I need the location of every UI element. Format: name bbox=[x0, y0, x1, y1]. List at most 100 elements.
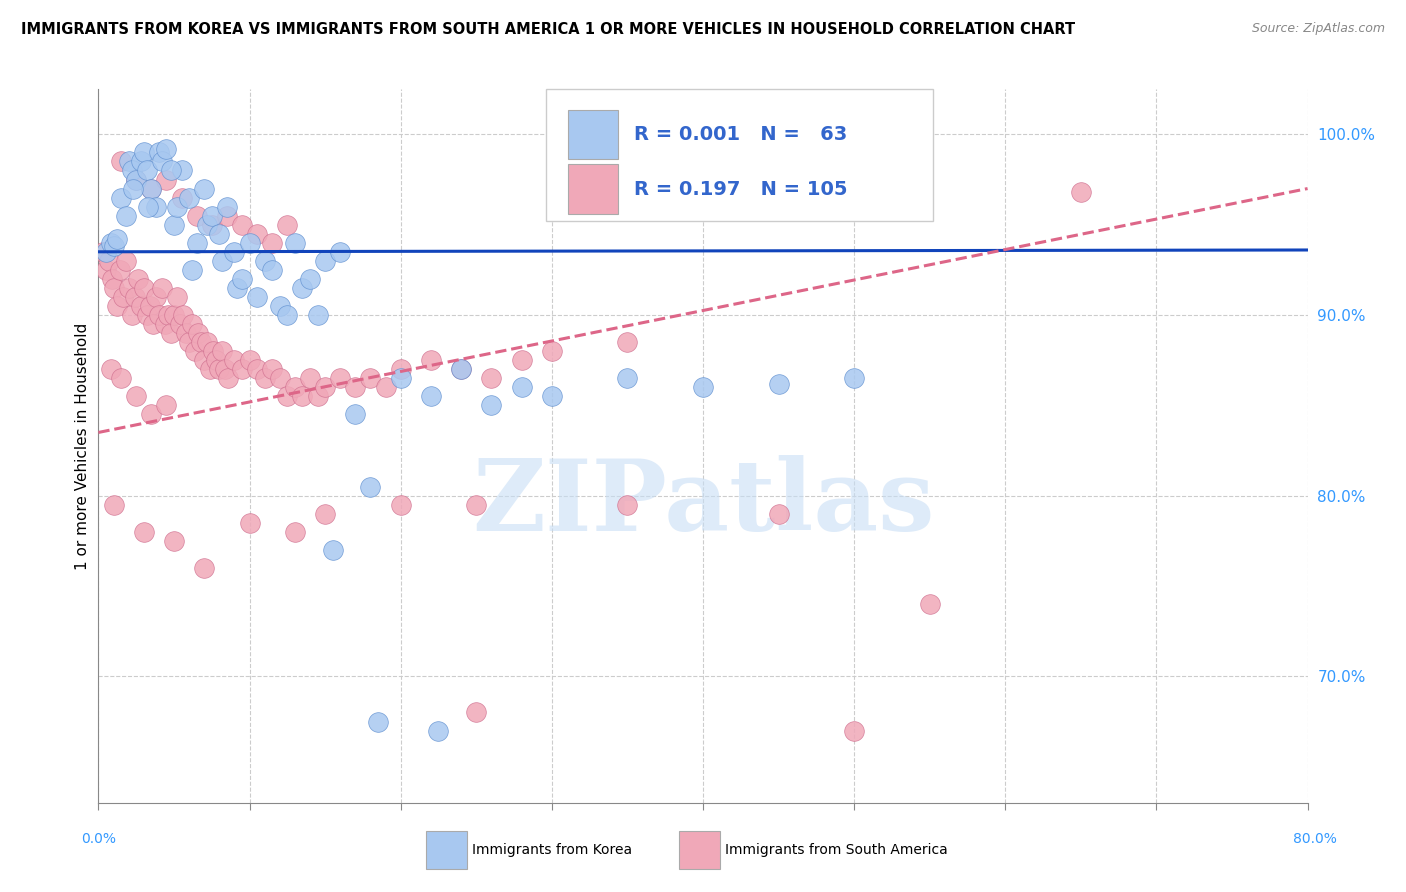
Text: Immigrants from Korea: Immigrants from Korea bbox=[472, 843, 633, 857]
Text: 0.0%: 0.0% bbox=[82, 832, 115, 846]
Point bbox=[156, 308, 179, 322]
Point bbox=[208, 362, 231, 376]
FancyBboxPatch shape bbox=[546, 89, 932, 221]
Point bbox=[616, 371, 638, 385]
Point bbox=[692, 380, 714, 394]
Point bbox=[299, 371, 322, 385]
Point bbox=[150, 281, 173, 295]
Point bbox=[844, 371, 866, 385]
Point bbox=[844, 723, 866, 738]
Point bbox=[450, 362, 472, 376]
Point bbox=[174, 326, 197, 340]
Point bbox=[100, 362, 122, 376]
Point bbox=[201, 209, 224, 223]
Point bbox=[389, 362, 412, 376]
Point bbox=[329, 371, 352, 385]
Point bbox=[179, 335, 201, 350]
Point bbox=[193, 181, 215, 195]
Point bbox=[135, 308, 157, 322]
Point bbox=[166, 200, 188, 214]
Point bbox=[160, 326, 183, 340]
Y-axis label: 1 or more Vehicles in Household: 1 or more Vehicles in Household bbox=[75, 322, 90, 570]
Point bbox=[170, 163, 193, 178]
Point bbox=[427, 723, 450, 738]
Point bbox=[918, 597, 941, 611]
Point bbox=[239, 516, 262, 530]
Point bbox=[314, 507, 336, 521]
Point bbox=[389, 498, 412, 512]
Point bbox=[163, 308, 186, 322]
Point bbox=[110, 371, 132, 385]
Point bbox=[139, 299, 162, 313]
Point bbox=[186, 209, 208, 223]
Point bbox=[200, 362, 222, 376]
Point bbox=[125, 172, 148, 186]
Point bbox=[118, 281, 141, 295]
Point bbox=[135, 163, 157, 178]
Point bbox=[181, 263, 204, 277]
Text: 80.0%: 80.0% bbox=[1292, 832, 1337, 846]
Point bbox=[420, 353, 443, 368]
Point bbox=[103, 498, 125, 512]
Point bbox=[125, 172, 148, 186]
Point bbox=[101, 272, 124, 286]
Point bbox=[217, 371, 239, 385]
Point bbox=[169, 317, 191, 331]
Point bbox=[195, 218, 218, 232]
Point bbox=[179, 191, 201, 205]
Point bbox=[276, 218, 298, 232]
Text: Source: ZipAtlas.com: Source: ZipAtlas.com bbox=[1251, 22, 1385, 36]
Point bbox=[187, 326, 209, 340]
Point bbox=[193, 353, 215, 368]
Text: R = 0.197   N = 105: R = 0.197 N = 105 bbox=[634, 179, 848, 199]
Point bbox=[142, 317, 165, 331]
Point bbox=[125, 389, 148, 403]
Point bbox=[450, 362, 472, 376]
Point bbox=[253, 371, 276, 385]
Point bbox=[208, 227, 231, 241]
Point bbox=[148, 145, 170, 160]
Point bbox=[374, 380, 396, 394]
Point bbox=[360, 480, 382, 494]
Point bbox=[201, 218, 224, 232]
Point bbox=[145, 200, 167, 214]
Point bbox=[276, 308, 298, 322]
Point bbox=[314, 380, 336, 394]
Point bbox=[269, 371, 291, 385]
Point bbox=[367, 714, 389, 729]
Point bbox=[181, 317, 204, 331]
Point bbox=[360, 371, 382, 385]
Point bbox=[307, 389, 329, 403]
Point bbox=[246, 362, 269, 376]
Point bbox=[111, 290, 134, 304]
Point bbox=[253, 253, 276, 268]
Point bbox=[110, 191, 132, 205]
Point bbox=[141, 181, 163, 195]
Point bbox=[226, 281, 249, 295]
Point bbox=[284, 235, 307, 250]
Point bbox=[195, 335, 218, 350]
Point bbox=[129, 299, 152, 313]
Point bbox=[215, 209, 238, 223]
Point bbox=[510, 353, 533, 368]
Point bbox=[291, 281, 314, 295]
Point bbox=[98, 253, 121, 268]
Point bbox=[465, 706, 488, 720]
Text: R = 0.001   N =   63: R = 0.001 N = 63 bbox=[634, 125, 848, 144]
Point bbox=[205, 353, 228, 368]
Point bbox=[141, 181, 163, 195]
Point bbox=[155, 142, 177, 156]
Point bbox=[299, 272, 322, 286]
Point bbox=[616, 335, 638, 350]
Point bbox=[541, 344, 564, 359]
Point bbox=[541, 389, 564, 403]
Point bbox=[160, 163, 183, 178]
Point bbox=[284, 380, 307, 394]
Point bbox=[215, 200, 238, 214]
Point bbox=[129, 154, 152, 169]
Text: IMMIGRANTS FROM KOREA VS IMMIGRANTS FROM SOUTH AMERICA 1 OR MORE VEHICLES IN HOU: IMMIGRANTS FROM KOREA VS IMMIGRANTS FROM… bbox=[21, 22, 1076, 37]
FancyBboxPatch shape bbox=[568, 110, 619, 159]
Point bbox=[211, 253, 233, 268]
Point bbox=[155, 172, 177, 186]
Point bbox=[121, 163, 143, 178]
